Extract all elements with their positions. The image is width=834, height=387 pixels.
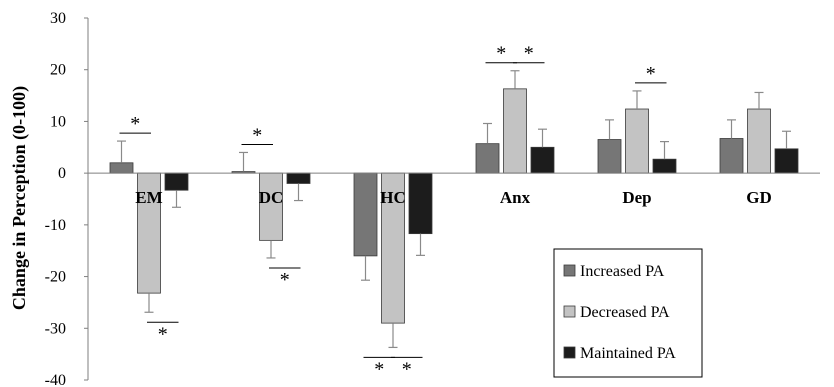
- legend-box: [553, 248, 703, 378]
- category-label: GD: [746, 188, 772, 207]
- axes-layer: 30 20 10 0 -10 -20 -30 -40: [45, 10, 820, 387]
- significance-star: *: [252, 124, 262, 146]
- legend-swatch: [563, 305, 576, 318]
- category-label: HC: [380, 188, 406, 207]
- significance-star: *: [280, 269, 290, 291]
- significance-star: *: [496, 43, 506, 65]
- category-label: Anx: [500, 188, 531, 207]
- bar: [164, 172, 189, 191]
- y-tick-label: -30: [45, 320, 66, 337]
- bar: [408, 172, 433, 235]
- bar: [597, 139, 622, 174]
- y-tick-label: 30: [50, 10, 66, 27]
- bar: [353, 172, 378, 257]
- bar: [625, 108, 649, 174]
- bar: [503, 88, 527, 174]
- category-label: DC: [259, 188, 284, 207]
- category-label: Dep: [622, 188, 651, 207]
- bar: [774, 148, 799, 174]
- legend-swatch: [563, 346, 576, 359]
- legend-label: Decreased PA: [580, 304, 670, 321]
- bars-layer: [109, 70, 799, 349]
- legend-swatch: [563, 264, 576, 277]
- category-label: EM: [135, 188, 162, 207]
- y-tick-label: 10: [50, 113, 66, 130]
- significance-layer: * * * * * * * * *: [119, 43, 667, 380]
- bar: [475, 143, 500, 174]
- significance-star: *: [524, 43, 534, 65]
- significance-star: *: [130, 113, 140, 135]
- significance-star: *: [158, 323, 168, 345]
- bar: [652, 158, 677, 174]
- legend: Increased PA Decreased PA Maintained PA: [553, 248, 703, 378]
- bar: [747, 108, 771, 174]
- bar: [286, 172, 311, 184]
- y-tick-label: -20: [45, 269, 66, 286]
- category-labels-layer: EM DC HC Anx Dep GD: [135, 188, 771, 207]
- significance-star: *: [374, 358, 384, 380]
- y-tick-label: -40: [45, 372, 66, 387]
- y-tick-label: -10: [45, 217, 66, 234]
- y-axis-label: Change in Perception (0-100): [9, 86, 30, 310]
- significance-star: *: [646, 63, 656, 85]
- y-tick-label: 0: [58, 165, 66, 182]
- legend-label: Maintained PA: [580, 345, 676, 362]
- bar: [530, 146, 555, 174]
- y-tick-label: 20: [50, 62, 66, 79]
- bar: [109, 162, 134, 174]
- significance-star: *: [402, 358, 412, 380]
- legend-label: Increased PA: [580, 263, 665, 280]
- bar: [719, 138, 744, 174]
